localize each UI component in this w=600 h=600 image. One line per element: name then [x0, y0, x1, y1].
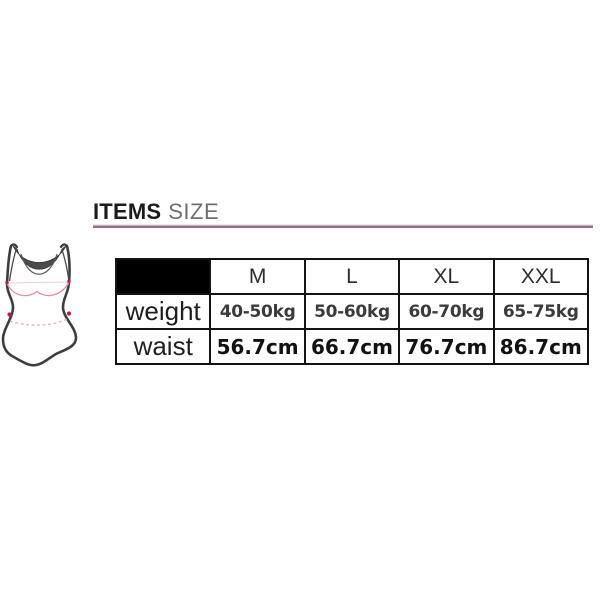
title-secondary: SIZE [168, 199, 220, 224]
row-label-weight: weight [114, 293, 212, 330]
swimsuit-armhole-left [8, 249, 17, 282]
swimsuit-strap-left [9, 243, 19, 249]
bust-guide-line [6, 281, 70, 284]
waist-value-xxl: 86.7cm [492, 328, 590, 365]
bust-marker-dot-left [5, 280, 9, 285]
swimsuit-collar-seam [20, 253, 58, 275]
swimsuit-illustration [1, 243, 78, 367]
size-table: M L XL XXL weight 40-50kg 50-60kg 60-70k… [114, 258, 590, 365]
bust-marker-dot-right [67, 279, 71, 284]
size-header-xl: XL [398, 258, 495, 295]
bust-cup-line-left [6, 283, 38, 297]
title-underline [93, 224, 593, 228]
swimsuit-strap-right [59, 243, 69, 249]
waist-marker-dot-right [66, 311, 72, 316]
waist-guide-line [9, 317, 70, 326]
waist-value-xl: 76.7cm [398, 328, 495, 365]
size-table-header-row: M L XL XXL [114, 258, 590, 295]
waist-marker-dot-left [7, 312, 12, 317]
page-title: ITEMS SIZE [93, 200, 593, 223]
waist-value-m: 56.7cm [209, 328, 306, 365]
weight-value-m: 40-50kg [209, 293, 306, 330]
size-header-l: L [303, 258, 401, 295]
table-row-weight: weight 40-50kg 50-60kg 60-70kg 65-75kg [114, 293, 590, 330]
swimsuit-body-outline [1, 244, 78, 367]
title-primary: ITEMS [93, 199, 162, 224]
weight-value-xl: 60-70kg [398, 293, 495, 330]
table-corner-cell [114, 258, 212, 295]
table-row-waist: waist 56.7cm 66.7cm 76.7cm 86.7cm [114, 328, 590, 365]
swimsuit-armhole-right [61, 249, 70, 282]
swimsuit-collar-band [12, 245, 67, 270]
row-label-waist: waist [114, 328, 212, 365]
weight-value-l: 50-60kg [303, 293, 401, 330]
size-header-m: M [209, 258, 306, 295]
weight-value-xxl: 65-75kg [492, 293, 590, 330]
bust-cup-line-right [36, 282, 70, 297]
waist-value-l: 66.7cm [303, 328, 401, 365]
size-header-xxl: XXL [492, 258, 590, 295]
title-block: ITEMS SIZE [93, 200, 593, 228]
